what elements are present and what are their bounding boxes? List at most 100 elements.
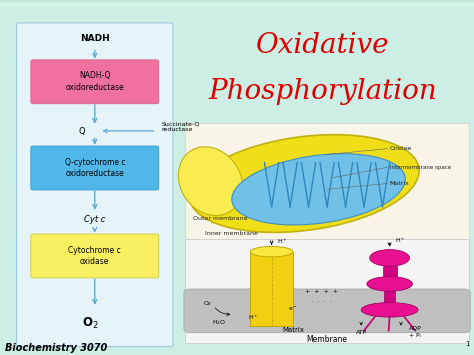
Text: H$^+$: H$^+$ (277, 237, 288, 246)
Bar (0, 0, 474, 4)
Bar (384, 291, 395, 310)
Bar (0, 1, 474, 4)
Text: H$_2$O: H$_2$O (212, 318, 226, 327)
Text: Succinate-Q
reductase: Succinate-Q reductase (161, 121, 200, 132)
Bar (0, 2, 474, 6)
Bar (0, 1, 474, 5)
Bar (0, 2, 474, 6)
Bar (0, 1, 474, 4)
Bar (0, 3, 474, 7)
Text: Cyt c: Cyt c (84, 215, 106, 224)
Bar (0, 2, 474, 5)
Text: Phosphorylation: Phosphorylation (208, 78, 437, 105)
Ellipse shape (361, 302, 418, 317)
Bar (0, 2, 474, 5)
Text: O$_2$: O$_2$ (203, 299, 212, 308)
Text: -  -  -  -: - - - - (311, 299, 332, 304)
Bar (0, 1, 474, 5)
Bar (0, 0, 474, 4)
Text: Membrane: Membrane (307, 335, 347, 344)
Bar (0, 2, 474, 6)
Bar (0, 2, 474, 5)
Bar (0, 2, 474, 5)
Bar (383, 266, 397, 282)
FancyBboxPatch shape (17, 23, 173, 346)
Bar (0, 3, 474, 6)
Text: NADH: NADH (80, 34, 109, 43)
Bar (0, 3, 474, 7)
Ellipse shape (190, 135, 419, 233)
Bar (0, 2, 474, 5)
Text: Cytochrome c
oxidase: Cytochrome c oxidase (68, 246, 121, 266)
Bar (0, 0, 474, 4)
Bar (0, 4, 474, 7)
Bar (0, 1, 474, 5)
Ellipse shape (370, 250, 410, 266)
Text: Outer membrane: Outer membrane (193, 216, 248, 221)
Bar (0, 1, 474, 4)
Bar (0, 4, 474, 7)
Bar (0, 2, 474, 6)
Bar (0, 0, 474, 4)
Bar (0, 1, 474, 5)
Bar (0, 2, 474, 6)
Bar (0, 2, 474, 6)
Bar (0, 3, 474, 6)
Bar (0, 3, 474, 6)
Bar (0, 3, 474, 7)
Bar (0, 1, 474, 5)
Bar (0, 1, 474, 5)
Bar (0, 3, 474, 7)
Bar (0, 1, 474, 5)
Bar (0, 3, 474, 7)
Bar (0, 2, 474, 5)
Bar (0, 1, 474, 4)
Bar (0, 3, 474, 7)
Bar (0, 3, 474, 6)
Text: NADH-Q
oxidoreductase: NADH-Q oxidoreductase (65, 71, 124, 92)
Text: Cristae: Cristae (390, 146, 412, 151)
Text: Q: Q (79, 127, 85, 136)
Bar (0, 1, 474, 4)
Bar (0, 1, 474, 5)
Bar (0, 0, 474, 4)
Bar (0, 0, 474, 4)
Bar (0, 2, 474, 6)
Bar (0, 1, 474, 4)
Bar (0, 1, 474, 5)
Bar (250, 252, 293, 327)
Bar (0, 2, 474, 6)
Text: Q-cytochrome c
oxidoreductase: Q-cytochrome c oxidoreductase (64, 158, 125, 179)
FancyBboxPatch shape (31, 60, 159, 104)
Bar (0, 0, 474, 4)
Text: 1: 1 (465, 340, 469, 346)
Bar (0, 0, 474, 4)
Text: ADP: ADP (409, 326, 421, 331)
Text: e$^-$: e$^-$ (288, 305, 298, 313)
Bar (0, 2, 474, 6)
Bar (0, 1, 474, 4)
Bar (185, 123, 469, 239)
Bar (0, 3, 474, 7)
Bar (0, 1, 474, 5)
Bar (0, 1, 474, 5)
Bar (0, 1, 474, 5)
FancyBboxPatch shape (31, 146, 159, 190)
Bar (0, 2, 474, 5)
Bar (0, 0, 474, 4)
Bar (0, 4, 474, 7)
Bar (0, 0, 474, 4)
Bar (0, 3, 474, 6)
Bar (0, 3, 474, 6)
Bar (0, 0, 474, 4)
Ellipse shape (250, 246, 293, 257)
Bar (0, 3, 474, 6)
Bar (0, 4, 474, 7)
Text: O$_2$: O$_2$ (82, 316, 98, 331)
Bar (0, 2, 474, 6)
Bar (0, 2, 474, 5)
Bar (0, 0, 474, 4)
Bar (0, 2, 474, 6)
Bar (0, 3, 474, 7)
Bar (185, 239, 469, 343)
